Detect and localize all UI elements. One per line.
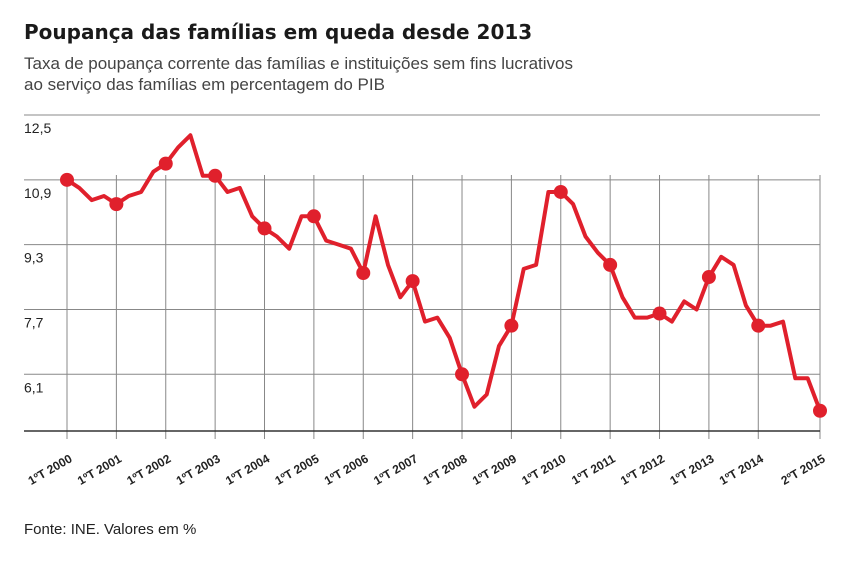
x-tick-label: 1ºT 2003	[174, 451, 223, 487]
data-point-marker	[257, 221, 272, 236]
x-tick-label: 1ºT 2010	[519, 451, 568, 487]
y-tick-label: 10,9	[24, 185, 51, 201]
data-point-marker	[813, 403, 827, 418]
y-axis-labels: 12,5 10,9 9,3 7,7 6,1	[24, 120, 51, 395]
y-tick-label: 12,5	[24, 120, 51, 136]
chart-title: Poupança das famílias em queda desde 201…	[24, 20, 533, 44]
data-point-marker	[405, 274, 420, 289]
data-point-marker	[751, 318, 766, 333]
data-point-marker	[356, 266, 371, 280]
data-point-marker	[109, 197, 124, 212]
y-tick-label: 7,7	[24, 314, 44, 330]
data-point-marker	[553, 184, 568, 199]
x-tick-label: 1ºT 2012	[618, 451, 667, 487]
data-point-marker	[306, 209, 321, 224]
subtitle-line-1: Taxa de poupança corrente das famílias e…	[24, 54, 573, 73]
data-point-marker	[158, 156, 173, 171]
data-point-marker	[701, 270, 716, 285]
x-tick-label: 2ºT 2015	[779, 451, 828, 487]
x-tick-label: 1ºT 2000	[26, 451, 75, 487]
data-point-marker	[60, 172, 74, 187]
x-tick-label: 1ºT 2005	[272, 451, 321, 487]
x-grid-lines	[66, 175, 821, 439]
series-line	[65, 133, 822, 413]
x-tick-label: 1ºT 2002	[124, 451, 173, 487]
data-point-marker	[504, 318, 519, 333]
y-tick-label: 6,1	[24, 379, 44, 395]
data-point-marker	[455, 367, 470, 382]
data-point-marker	[652, 306, 667, 321]
data-point-marker	[208, 168, 223, 183]
x-tick-label: 1ºT 2008	[421, 451, 470, 487]
y-tick-label: 9,3	[24, 250, 44, 266]
x-tick-label: 1ºT 2001	[75, 451, 124, 487]
subtitle-line-2: ao serviço das famílias em percentagem d…	[24, 75, 385, 94]
x-axis-labels: 1ºT 2000 1ºT 2001 1ºT 2002 1ºT 2003 1ºT 2004…	[26, 451, 828, 487]
data-markers	[60, 156, 827, 418]
chart-subtitle: Taxa de poupança corrente das famílias e…	[24, 53, 664, 95]
x-tick-label: 1ºT 2006	[322, 451, 371, 487]
x-tick-label: 1ºT 2011	[569, 451, 618, 487]
x-tick-label: 1ºT 2013	[667, 451, 716, 487]
grid-lines	[24, 114, 820, 375]
x-tick-label: 1ºT 2004	[223, 451, 272, 487]
x-tick-label: 1ºT 2007	[371, 451, 420, 487]
x-tick-label: 1ºT 2009	[470, 451, 519, 487]
x-tick-label: 1ºT 2014	[717, 451, 766, 487]
source-note: Fonte: INE. Valores em %	[24, 521, 197, 538]
data-point-marker	[603, 257, 618, 272]
